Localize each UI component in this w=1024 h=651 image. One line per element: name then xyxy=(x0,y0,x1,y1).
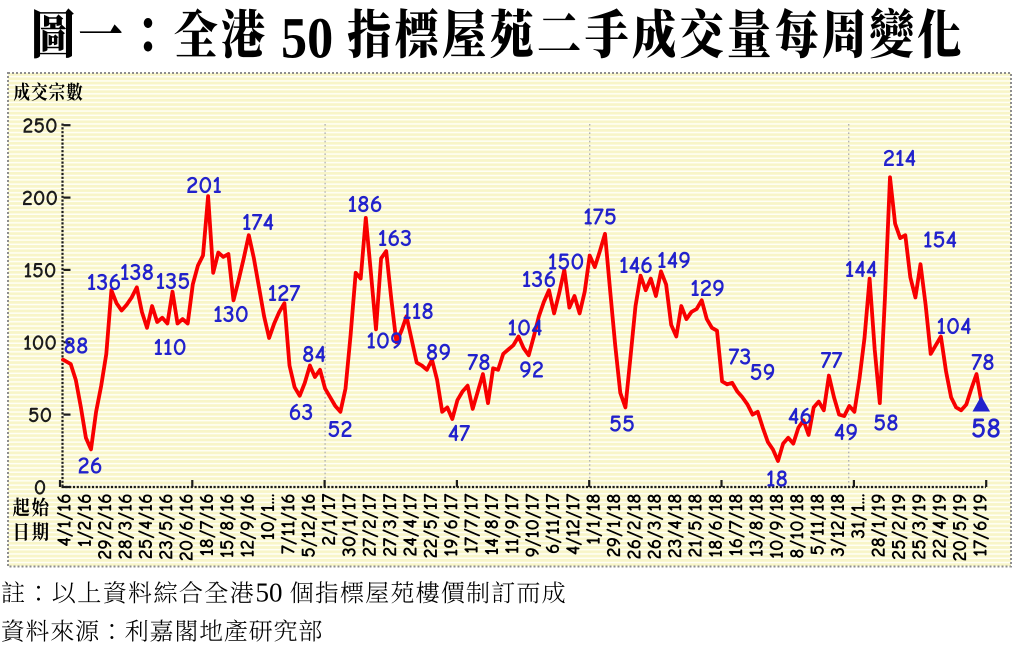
svg-text:50: 50 xyxy=(256,578,283,608)
svg-text:50: 50 xyxy=(281,6,333,70)
